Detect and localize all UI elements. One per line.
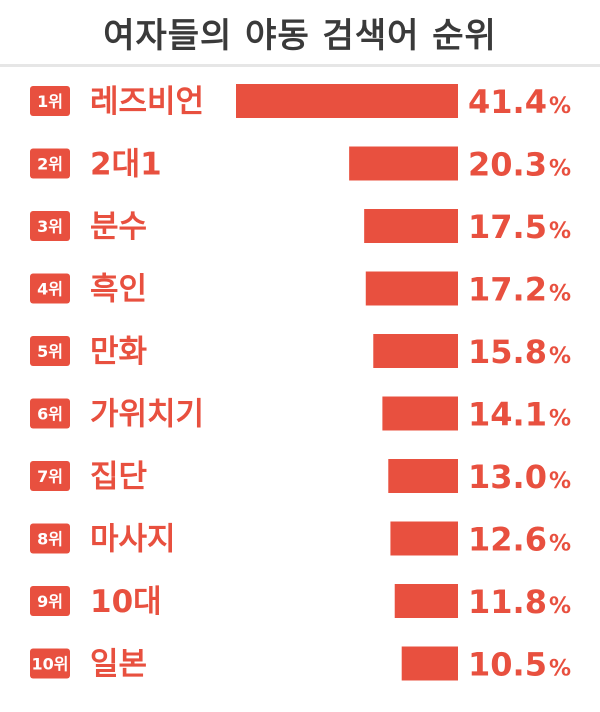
value-label: 17.5 bbox=[468, 208, 547, 246]
bar bbox=[394, 584, 458, 618]
rank-label: 9위 bbox=[37, 592, 63, 611]
bar bbox=[388, 459, 458, 493]
rank-badge bbox=[30, 273, 70, 304]
category-label: 2대1 bbox=[90, 147, 162, 183]
category-label: 만화 bbox=[90, 334, 148, 370]
chart-title: 여자들의 야동 검색어 순위 bbox=[103, 16, 497, 56]
category-label: 레즈비언 bbox=[90, 84, 204, 120]
bar bbox=[373, 334, 458, 368]
rank-label: 10위 bbox=[32, 655, 69, 674]
bar bbox=[382, 396, 458, 431]
category-label: 분수 bbox=[90, 209, 147, 245]
bar bbox=[365, 271, 458, 306]
rank-label: 7위 bbox=[37, 467, 63, 486]
percent-sign: % bbox=[549, 282, 571, 307]
value-label: 11.8 bbox=[468, 583, 547, 621]
rank-badge bbox=[30, 148, 70, 179]
bar bbox=[401, 646, 458, 681]
rank-badge bbox=[30, 336, 70, 366]
value-label: 14.1 bbox=[468, 396, 547, 434]
category-label: 마사지 bbox=[90, 522, 176, 558]
category-label: 흑인 bbox=[90, 272, 147, 308]
rank-badge bbox=[30, 648, 70, 679]
category-label: 가위치기 bbox=[90, 397, 204, 433]
category-label: 일본 bbox=[90, 647, 147, 683]
category-label: 10대 bbox=[90, 584, 162, 620]
rank-badge bbox=[30, 586, 70, 616]
percent-sign: % bbox=[549, 157, 571, 182]
rank-label: 4위 bbox=[37, 280, 63, 299]
rank-badge bbox=[30, 461, 70, 491]
rank-badge bbox=[30, 398, 70, 429]
percent-sign: % bbox=[549, 407, 571, 432]
value-label: 10.5 bbox=[468, 646, 547, 684]
rank-badge bbox=[30, 211, 70, 241]
rank-label: 1위 bbox=[37, 92, 63, 111]
bar bbox=[236, 84, 458, 118]
bar bbox=[364, 209, 458, 243]
percent-sign: % bbox=[549, 94, 571, 119]
percent-sign: % bbox=[549, 219, 571, 244]
percent-sign: % bbox=[549, 469, 571, 494]
bar bbox=[390, 521, 458, 556]
value-label: 17.2 bbox=[468, 271, 547, 309]
percent-sign: % bbox=[549, 344, 571, 369]
category-label: 집단 bbox=[90, 459, 147, 495]
value-label: 20.3 bbox=[468, 146, 547, 184]
title-divider bbox=[0, 64, 600, 67]
value-label: 15.8 bbox=[468, 333, 547, 371]
rank-label: 2위 bbox=[37, 155, 63, 174]
rank-badge bbox=[30, 523, 70, 554]
percent-sign: % bbox=[549, 657, 571, 682]
rank-label: 5위 bbox=[37, 342, 63, 361]
percent-sign: % bbox=[549, 594, 571, 619]
percent-sign: % bbox=[549, 532, 571, 557]
rank-label: 8위 bbox=[37, 530, 63, 549]
value-label: 12.6 bbox=[468, 521, 547, 559]
rank-label: 3위 bbox=[37, 217, 63, 236]
rank-badge bbox=[30, 86, 70, 116]
value-label: 41.4 bbox=[468, 83, 547, 121]
bar bbox=[349, 146, 458, 181]
rank-label: 6위 bbox=[37, 405, 63, 424]
value-label: 13.0 bbox=[468, 458, 547, 496]
